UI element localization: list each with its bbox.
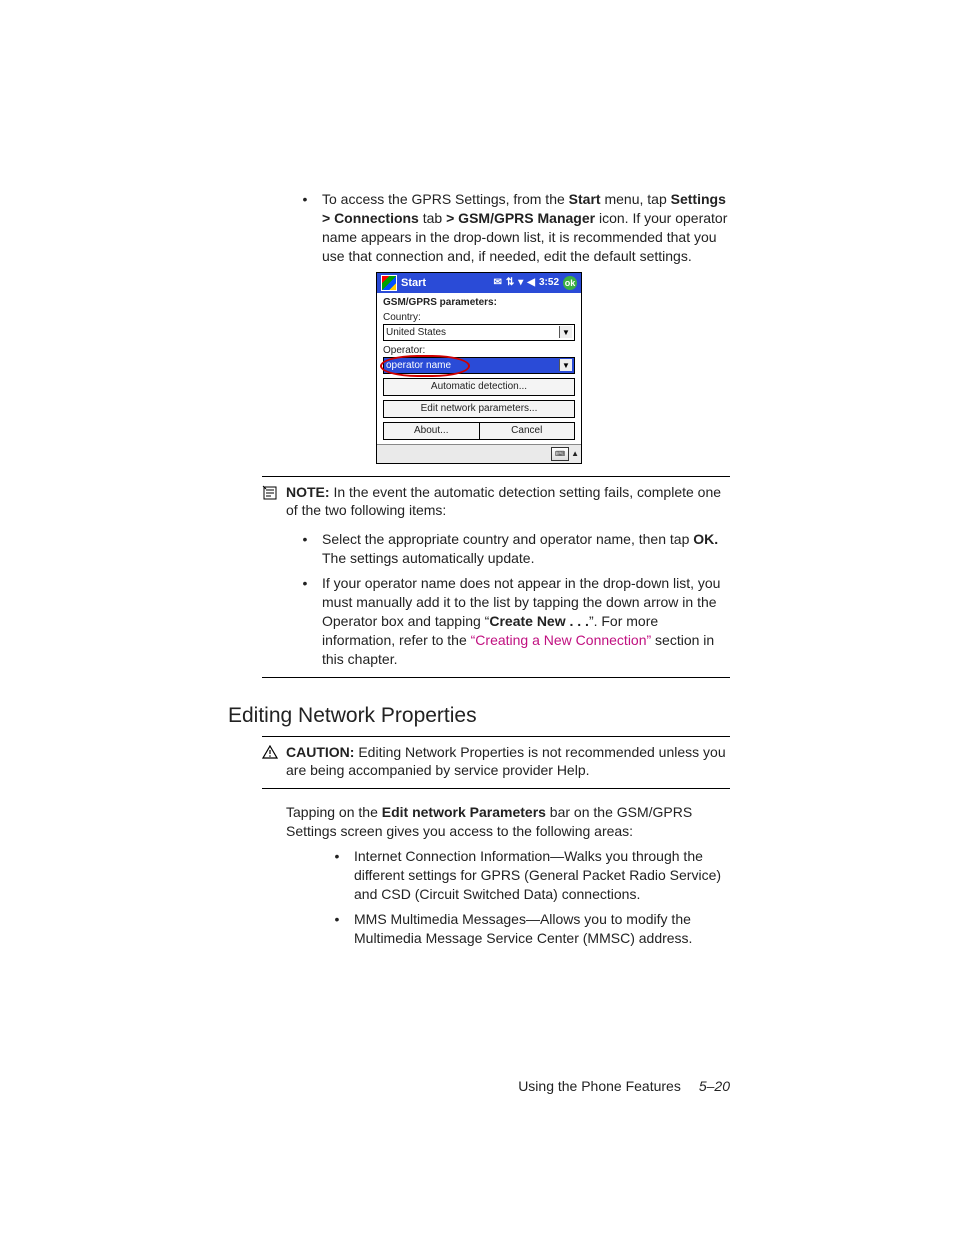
edit-network-button[interactable]: Edit network parameters...	[383, 400, 575, 418]
windows-flag-icon	[381, 275, 397, 291]
operator-select[interactable]: operator name ▼	[383, 357, 575, 374]
page-number: 5–20	[699, 1078, 730, 1094]
divider	[262, 788, 730, 789]
divider	[262, 736, 730, 737]
operator-value: operator name	[386, 360, 451, 371]
caution-label: CAUTION:	[286, 744, 354, 760]
text-bold: Start	[569, 191, 601, 207]
link-text[interactable]: “Creating a New Connection”	[471, 632, 652, 648]
note-block: NOTE: In the event the automatic detecti…	[262, 483, 730, 521]
footer-text: Using the Phone Features	[518, 1078, 681, 1094]
text: MMS Multimedia Messages—Allows you to mo…	[354, 910, 730, 948]
note-label: NOTE:	[286, 484, 330, 500]
text-bold: Create New . . .	[489, 613, 589, 629]
clock-text: 3:52	[539, 277, 559, 288]
text: Select the appropriate country and opera…	[322, 531, 693, 547]
text-bold: > GSM/GPRS Manager	[446, 210, 595, 226]
bullet-dot: •	[288, 190, 322, 266]
bullet-dot: •	[320, 910, 354, 948]
caution-icon	[262, 743, 280, 764]
country-value: United States	[386, 327, 446, 338]
text: Internet Connection Information—Walks yo…	[354, 847, 730, 904]
params-heading: GSM/GPRS parameters:	[383, 297, 575, 308]
intro-text: To access the GPRS Settings, from the St…	[322, 190, 730, 266]
divider	[262, 476, 730, 477]
signal-icon: ▾	[518, 277, 523, 288]
chevron-down-icon[interactable]: ▼	[559, 326, 572, 338]
note-text: In the event the automatic detection set…	[286, 484, 721, 519]
sync-icon: ⇅	[506, 277, 514, 288]
text: The settings automatically update.	[322, 550, 534, 566]
bullet-dot: •	[288, 574, 322, 668]
cancel-button[interactable]: Cancel	[480, 422, 576, 440]
page-footer: Using the Phone Features 5–20	[228, 1078, 730, 1094]
bullet-dot: •	[320, 847, 354, 904]
section2-bullet-1: • Internet Connection Information—Walks …	[228, 847, 730, 904]
text-bold: Edit network Parameters	[382, 804, 546, 820]
divider	[262, 677, 730, 678]
country-select[interactable]: United States ▼	[383, 324, 575, 341]
start-label[interactable]: Start	[401, 277, 426, 289]
about-button[interactable]: About...	[383, 422, 480, 440]
device-body: GSM/GPRS parameters: Country: United Sta…	[377, 293, 581, 444]
country-label: Country:	[383, 312, 575, 323]
section-heading: Editing Network Properties	[228, 704, 730, 728]
ok-button[interactable]: ok	[563, 276, 577, 290]
note-bullet-2: • If your operator name does not appear …	[228, 574, 730, 668]
device-screenshot: Start ✉ ⇅ ▾ ◀ 3:52 ok GSM/GPRS parameter…	[376, 272, 582, 464]
operator-label: Operator:	[383, 345, 575, 356]
device-titlebar: Start ✉ ⇅ ▾ ◀ 3:52 ok	[377, 273, 581, 293]
caution-block: CAUTION: Editing Network Properties is n…	[262, 743, 730, 781]
chevron-down-icon[interactable]: ▼	[559, 359, 572, 371]
text: To access the GPRS Settings, from the	[322, 191, 569, 207]
intro-bullet: • To access the GPRS Settings, from the …	[228, 190, 730, 266]
text-bold: OK.	[693, 531, 718, 547]
device-footer: ⌨ ▲	[377, 444, 581, 463]
menu-up-icon[interactable]: ▲	[571, 449, 579, 458]
text: menu, tap	[601, 191, 671, 207]
section2-bullet-2: • MMS Multimedia Messages—Allows you to …	[228, 910, 730, 948]
speaker-icon: ◀	[527, 277, 535, 288]
bullet-dot: •	[288, 530, 322, 568]
text: tab	[419, 210, 446, 226]
voicemail-icon: ✉	[493, 277, 501, 288]
note-icon	[262, 483, 280, 506]
keyboard-icon[interactable]: ⌨	[551, 447, 569, 461]
section2-para: Tapping on the Edit network Parameters b…	[228, 803, 730, 841]
text: Tapping on the	[286, 804, 382, 820]
auto-detect-button[interactable]: Automatic detection...	[383, 378, 575, 396]
note-bullet-1: • Select the appropriate country and ope…	[228, 530, 730, 568]
